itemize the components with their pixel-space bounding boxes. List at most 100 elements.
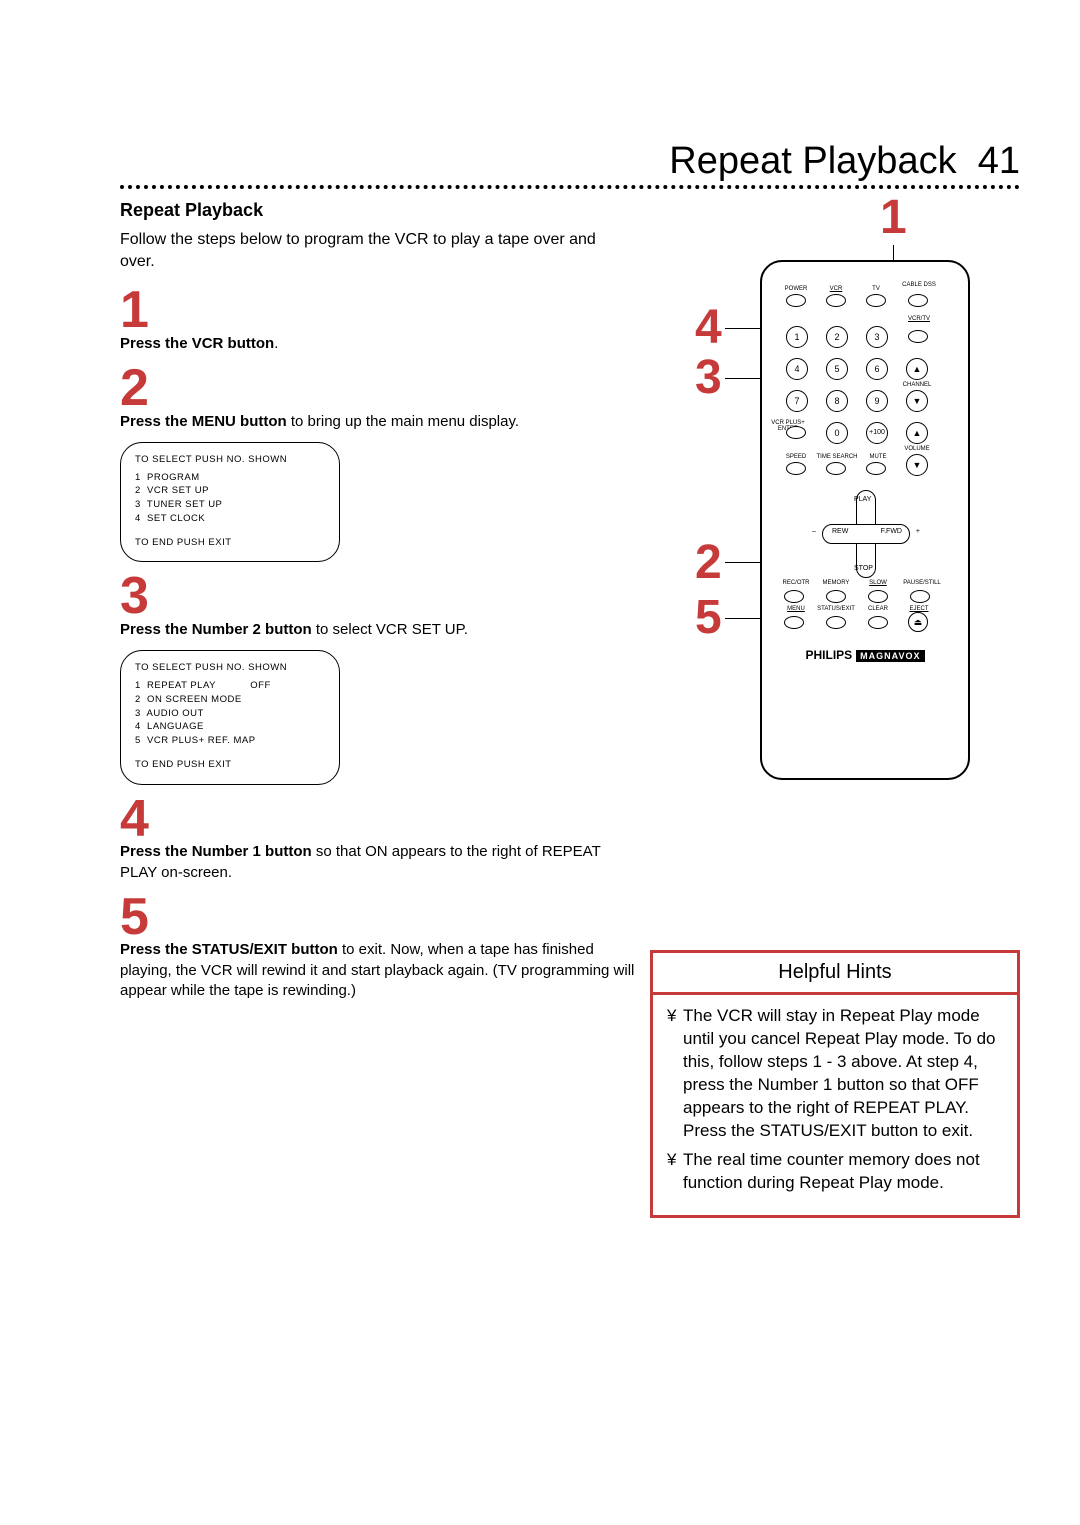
osd2-item: 1 REPEAT PLAY OFF <box>135 679 325 693</box>
osd1-item: 3 TUNER SET UP <box>135 498 325 512</box>
channel-up-button[interactable]: ▲ <box>906 358 928 380</box>
power-button[interactable] <box>786 294 806 307</box>
label-minus: – <box>812 528 816 535</box>
num-4-button[interactable]: 4 <box>786 358 808 380</box>
callout-2: 2 <box>695 535 722 590</box>
recotr-button[interactable] <box>784 590 804 603</box>
step-2-text: Press the MENU button to bring up the ma… <box>120 412 640 432</box>
label-mute: MUTE <box>864 454 892 460</box>
speed-button[interactable] <box>786 462 806 475</box>
label-menu: MENU <box>782 606 810 612</box>
clear-button[interactable] <box>868 616 888 629</box>
hints-title: Helpful Hints <box>653 953 1017 995</box>
label-rew[interactable]: REW <box>832 528 848 535</box>
hint-item: ¥The VCR will stay in Repeat Play mode u… <box>667 1005 1003 1143</box>
label-memory: MEMORY <box>818 580 854 586</box>
label-tv: TV <box>862 286 890 292</box>
label-volume: VOLUME <box>902 446 932 452</box>
brand-magnavox: MAGNAVOX <box>856 650 924 662</box>
osd2-footer: TO END PUSH EXIT <box>135 758 325 772</box>
vcr-button[interactable] <box>826 294 846 307</box>
label-ffwd[interactable]: F.FWD <box>881 528 902 535</box>
volume-down-button[interactable]: ▼ <box>906 454 928 476</box>
osd1-item: 2 VCR SET UP <box>135 484 325 498</box>
channel-down-button[interactable]: ▼ <box>906 390 928 412</box>
label-recotr: REC/OTR <box>780 580 812 586</box>
helpful-hints-box: Helpful Hints ¥The VCR will stay in Repe… <box>650 950 1020 1218</box>
num-6-button[interactable]: 6 <box>866 358 888 380</box>
label-statusexit: STATUS/EXIT <box>814 606 858 612</box>
divider-dotted <box>120 185 1020 189</box>
callout-4: 4 <box>695 300 722 355</box>
step-4-text: Press the Number 1 button so that ON app… <box>120 842 640 883</box>
osd2-item: 2 ON SCREEN MODE <box>135 693 325 707</box>
label-vcrtv: VCR/TV <box>902 316 936 322</box>
tv-button[interactable] <box>866 294 886 307</box>
memory-button[interactable] <box>826 590 846 603</box>
hint-item: ¥The real time counter memory does not f… <box>667 1149 1003 1195</box>
num-1-button[interactable]: 1 <box>786 326 808 348</box>
label-slow: SLOW <box>864 580 892 586</box>
eject-button[interactable]: ⏏ <box>908 612 928 632</box>
hints-body: ¥The VCR will stay in Repeat Play mode u… <box>653 995 1017 1215</box>
plus100-button[interactable]: +100 <box>866 422 888 444</box>
label-channel: CHANNEL <box>902 382 932 388</box>
transport-cross: PLAY STOP REW F.FWD – + <box>822 490 910 578</box>
callout-3: 3 <box>695 350 722 405</box>
vcrplus-button[interactable] <box>786 426 806 439</box>
osd-vcr-setup: TO SELECT PUSH NO. SHOWN 1 REPEAT PLAY O… <box>120 650 340 784</box>
label-timesearch: TIME SEARCH <box>816 454 858 460</box>
num-9-button[interactable]: 9 <box>866 390 888 412</box>
timesearch-button[interactable] <box>826 462 846 475</box>
slow-button[interactable] <box>868 590 888 603</box>
step-3-text: Press the Number 2 button to select VCR … <box>120 620 640 640</box>
vcrtv-button[interactable] <box>908 330 928 343</box>
callout-1: 1 <box>880 190 907 245</box>
num-2-button[interactable]: 2 <box>826 326 848 348</box>
osd1-footer: TO END PUSH EXIT <box>135 536 325 550</box>
osd2-item: 5 VCR PLUS+ REF. MAP <box>135 734 325 748</box>
hint-2-text: The real time counter memory does not fu… <box>683 1149 1003 1195</box>
remote-body: POWER VCR TV CABLE DSS VCR/TV 1 2 3 4 5 … <box>760 260 970 780</box>
intro-text: Follow the steps below to program the VC… <box>120 229 600 272</box>
step-5-text: Press the STATUS/EXIT button to exit. No… <box>120 940 640 1001</box>
label-speed: SPEED <box>782 454 810 460</box>
label-clear: CLEAR <box>864 606 892 612</box>
menu-button[interactable] <box>784 616 804 629</box>
osd2-header: TO SELECT PUSH NO. SHOWN <box>135 661 325 675</box>
osd1-header: TO SELECT PUSH NO. SHOWN <box>135 453 325 467</box>
statusexit-button[interactable] <box>826 616 846 629</box>
label-vcr: VCR <box>822 286 850 292</box>
osd2-item: 3 AUDIO OUT <box>135 707 325 721</box>
osd2-item: 4 LANGUAGE <box>135 720 325 734</box>
osd1-item: 1 PROGRAM <box>135 471 325 485</box>
num-0-button[interactable]: 0 <box>826 422 848 444</box>
step-1-text: Press the VCR button. <box>120 334 640 354</box>
cable-button[interactable] <box>908 294 928 307</box>
bullet-icon: ¥ <box>667 1149 683 1195</box>
num-5-button[interactable]: 5 <box>826 358 848 380</box>
label-plus: + <box>916 528 920 535</box>
remote-diagram: 1 4 3 2 5 POWER VCR TV CABLE DSS VCR/TV … <box>640 200 1010 800</box>
num-7-button[interactable]: 7 <box>786 390 808 412</box>
osd1-item: 4 SET CLOCK <box>135 512 325 526</box>
label-power: POWER <box>782 286 810 292</box>
hint-1-text: The VCR will stay in Repeat Play mode un… <box>683 1005 1003 1143</box>
title-text: Repeat Playback <box>669 140 956 182</box>
label-play[interactable]: PLAY <box>854 496 871 503</box>
callout-5: 5 <box>695 590 722 645</box>
page-number: 41 <box>967 140 1020 182</box>
page-title: Repeat Playback 41 <box>669 140 1020 183</box>
volume-up-button[interactable]: ▲ <box>906 422 928 444</box>
num-3-button[interactable]: 3 <box>866 326 888 348</box>
num-8-button[interactable]: 8 <box>826 390 848 412</box>
brand-philips: PHILIPS <box>805 648 852 662</box>
step-4-number: 4 <box>120 799 1020 841</box>
label-cable: CABLE DSS <box>902 282 936 288</box>
bullet-icon: ¥ <box>667 1005 683 1143</box>
label-pause: PAUSE/STILL <box>900 580 944 586</box>
step-5-number: 5 <box>120 897 1020 939</box>
pause-button[interactable] <box>910 590 930 603</box>
mute-button[interactable] <box>866 462 886 475</box>
label-stop[interactable]: STOP <box>854 565 873 572</box>
